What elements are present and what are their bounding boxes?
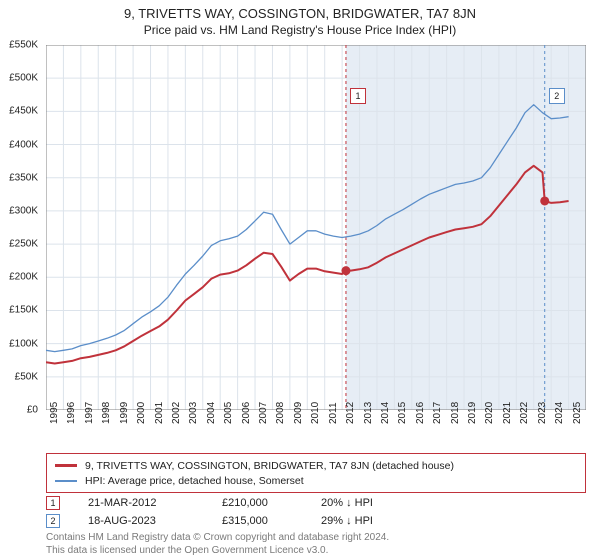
x-axis-label: 2019 bbox=[467, 402, 478, 424]
x-axis-label: 2002 bbox=[171, 402, 182, 424]
sale-row: 1 21-MAR-2012 £210,000 20% ↓ HPI bbox=[46, 494, 586, 512]
y-axis-label: £450K bbox=[9, 106, 38, 117]
x-axis-label: 2006 bbox=[241, 402, 252, 424]
y-axis-label: £350K bbox=[9, 172, 38, 183]
x-axis-label: 2007 bbox=[258, 402, 269, 424]
x-axis-label: 2023 bbox=[537, 402, 548, 424]
y-axis-label: £250K bbox=[9, 239, 38, 250]
y-axis-label: £300K bbox=[9, 205, 38, 216]
x-axis-label: 2003 bbox=[188, 402, 199, 424]
x-axis-label: 2018 bbox=[450, 402, 461, 424]
x-axis-label: 2014 bbox=[380, 402, 391, 424]
y-axis-label: £100K bbox=[9, 338, 38, 349]
x-axis-label: 2020 bbox=[484, 402, 495, 424]
x-axis-label: 2009 bbox=[293, 402, 304, 424]
x-axis-label: 2013 bbox=[363, 402, 374, 424]
sale-delta: 29% ↓ HPI bbox=[321, 515, 411, 527]
y-axis-label: £0 bbox=[27, 405, 38, 416]
x-axis-label: 2021 bbox=[502, 402, 513, 424]
sale-marker-box: 2 bbox=[549, 88, 565, 104]
x-axis-label: 2004 bbox=[206, 402, 217, 424]
x-axis-label: 1996 bbox=[66, 402, 77, 424]
title-sub: Price paid vs. HM Land Registry's House … bbox=[0, 23, 600, 37]
x-axis-label: 2000 bbox=[136, 402, 147, 424]
x-axis-label: 2015 bbox=[397, 402, 408, 424]
x-axis-label: 2001 bbox=[154, 402, 165, 424]
titles: 9, TRIVETTS WAY, COSSINGTON, BRIDGWATER,… bbox=[0, 0, 600, 37]
sale-delta: 20% ↓ HPI bbox=[321, 497, 411, 509]
legend-label-hpi: HPI: Average price, detached house, Some… bbox=[85, 475, 304, 487]
x-axis-label: 2016 bbox=[415, 402, 426, 424]
plot-svg bbox=[46, 45, 586, 410]
sale-number-box: 1 bbox=[46, 496, 60, 510]
plot-area: £0£50K£100K£150K£200K£250K£300K£350K£400… bbox=[46, 45, 586, 410]
x-axis-label: 2011 bbox=[328, 402, 339, 424]
x-axis-label: 2017 bbox=[432, 402, 443, 424]
legend-row-hpi: HPI: Average price, detached house, Some… bbox=[55, 473, 577, 488]
x-axis-label: 2022 bbox=[519, 402, 530, 424]
x-axis-label: 2010 bbox=[310, 402, 321, 424]
footer-line2: This data is licensed under the Open Gov… bbox=[46, 545, 389, 558]
sale-marker-box: 1 bbox=[350, 88, 366, 104]
sale-rows: 1 21-MAR-2012 £210,000 20% ↓ HPI 2 18-AUG-202… bbox=[46, 494, 586, 530]
y-axis-label: £500K bbox=[9, 73, 38, 84]
sale-date: 18-AUG-2023 bbox=[88, 515, 198, 527]
y-axis-label: £50K bbox=[15, 371, 38, 382]
y-axis-label: £150K bbox=[9, 305, 38, 316]
x-axis-label: 1997 bbox=[84, 402, 95, 424]
legend-swatch-price bbox=[55, 464, 77, 467]
x-axis-label: 2012 bbox=[345, 402, 356, 424]
sale-row: 2 18-AUG-2023 £315,000 29% ↓ HPI bbox=[46, 512, 586, 530]
sale-date: 21-MAR-2012 bbox=[88, 497, 198, 509]
footer-line1: Contains HM Land Registry data © Crown c… bbox=[46, 532, 389, 545]
x-axis-label: 1995 bbox=[49, 402, 60, 424]
legend-swatch-hpi bbox=[55, 480, 77, 482]
sale-number-box: 2 bbox=[46, 514, 60, 528]
legend-row-price: 9, TRIVETTS WAY, COSSINGTON, BRIDGWATER,… bbox=[55, 458, 577, 473]
title-main: 9, TRIVETTS WAY, COSSINGTON, BRIDGWATER,… bbox=[0, 6, 600, 21]
y-axis-label: £200K bbox=[9, 272, 38, 283]
legend-label-price: 9, TRIVETTS WAY, COSSINGTON, BRIDGWATER,… bbox=[85, 460, 454, 472]
x-axis-label: 2008 bbox=[275, 402, 286, 424]
y-axis-label: £400K bbox=[9, 139, 38, 150]
y-axis-label: £550K bbox=[9, 40, 38, 51]
x-axis-label: 2025 bbox=[572, 402, 583, 424]
x-axis-label: 1998 bbox=[101, 402, 112, 424]
footer: Contains HM Land Registry data © Crown c… bbox=[46, 532, 389, 557]
sale-price: £210,000 bbox=[222, 497, 297, 509]
x-axis-label: 2005 bbox=[223, 402, 234, 424]
sale-price: £315,000 bbox=[222, 515, 297, 527]
chart-container: 9, TRIVETTS WAY, COSSINGTON, BRIDGWATER,… bbox=[0, 0, 600, 560]
legend: 9, TRIVETTS WAY, COSSINGTON, BRIDGWATER,… bbox=[46, 453, 586, 493]
x-axis-label: 2024 bbox=[554, 402, 565, 424]
x-axis-label: 1999 bbox=[119, 402, 130, 424]
